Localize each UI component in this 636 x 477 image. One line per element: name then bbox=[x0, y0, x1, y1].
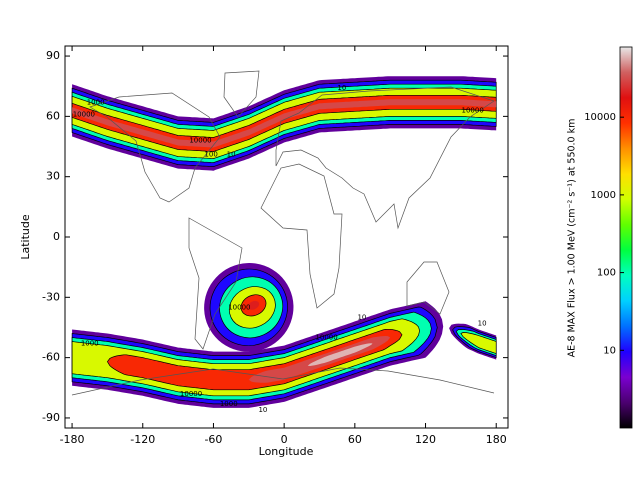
contour-label: 10 bbox=[478, 319, 487, 327]
coastline bbox=[188, 217, 243, 350]
y-tick-label: -30 bbox=[42, 290, 60, 303]
colorbar-tick-label: 100 bbox=[597, 268, 616, 279]
coastline bbox=[89, 92, 221, 203]
contour-label: 10 bbox=[357, 313, 366, 321]
x-tick-label: 0 bbox=[281, 433, 288, 446]
colorbar-label: AE-8 MAX Flux > 1.00 MeV (cm⁻² s⁻¹) at 5… bbox=[567, 119, 578, 358]
y-axis-label: Latitude bbox=[19, 214, 32, 260]
x-tick-label: 120 bbox=[415, 433, 436, 446]
contour-label: 10000 bbox=[180, 390, 202, 398]
coastline bbox=[406, 261, 450, 315]
y-tick-label: 60 bbox=[46, 109, 60, 122]
colorbar bbox=[619, 46, 633, 429]
flux-band bbox=[307, 343, 373, 366]
contour-label: 1000 bbox=[81, 340, 99, 348]
y-tick-label: -60 bbox=[42, 351, 60, 364]
y-tick-label: -90 bbox=[42, 411, 60, 424]
x-tick-label: -120 bbox=[130, 433, 155, 446]
contour-label: 1000 bbox=[220, 400, 238, 408]
flux-contours bbox=[71, 76, 497, 408]
y-tick-label: 90 bbox=[46, 49, 60, 62]
x-tick-label: -180 bbox=[60, 433, 85, 446]
x-tick-label: 60 bbox=[348, 433, 362, 446]
flux-band bbox=[71, 94, 497, 152]
contour-label: 10 bbox=[258, 406, 267, 414]
x-tick-label: 180 bbox=[486, 433, 507, 446]
flux-band bbox=[72, 99, 497, 148]
contour-label: 10000 bbox=[189, 136, 211, 144]
coastlines bbox=[71, 70, 495, 396]
flux-band bbox=[106, 328, 403, 391]
contour-label: 10 bbox=[227, 151, 236, 159]
y-tick-label: 0 bbox=[53, 230, 60, 243]
x-axis-label: Longitude bbox=[259, 445, 314, 458]
contour-label: 1000 bbox=[87, 98, 105, 106]
coastline bbox=[223, 70, 260, 118]
coastline bbox=[260, 163, 343, 309]
contour-label: 10000 bbox=[315, 334, 337, 342]
contour-label: 10000 bbox=[228, 303, 250, 311]
contour-labels: 10000 1000 10 10000 10000 100 10 10000 10000 10 10… bbox=[73, 84, 487, 414]
coastline bbox=[71, 367, 495, 396]
colorbar-tick-label: 10 bbox=[603, 345, 616, 356]
contour-label: 100 bbox=[204, 151, 217, 159]
colorbar-tick-label: 1000 bbox=[591, 190, 616, 201]
coastline bbox=[275, 86, 495, 230]
flux-band bbox=[460, 332, 497, 355]
contour-label: 10 bbox=[337, 84, 346, 92]
flux-oval bbox=[247, 300, 260, 310]
contour-label: 10000 bbox=[73, 110, 95, 118]
contour-label: 10000 bbox=[462, 106, 484, 114]
y-tick-label: 30 bbox=[46, 170, 60, 183]
colorbar-tick-label: 10000 bbox=[584, 112, 616, 123]
x-tick-label: -60 bbox=[204, 433, 222, 446]
